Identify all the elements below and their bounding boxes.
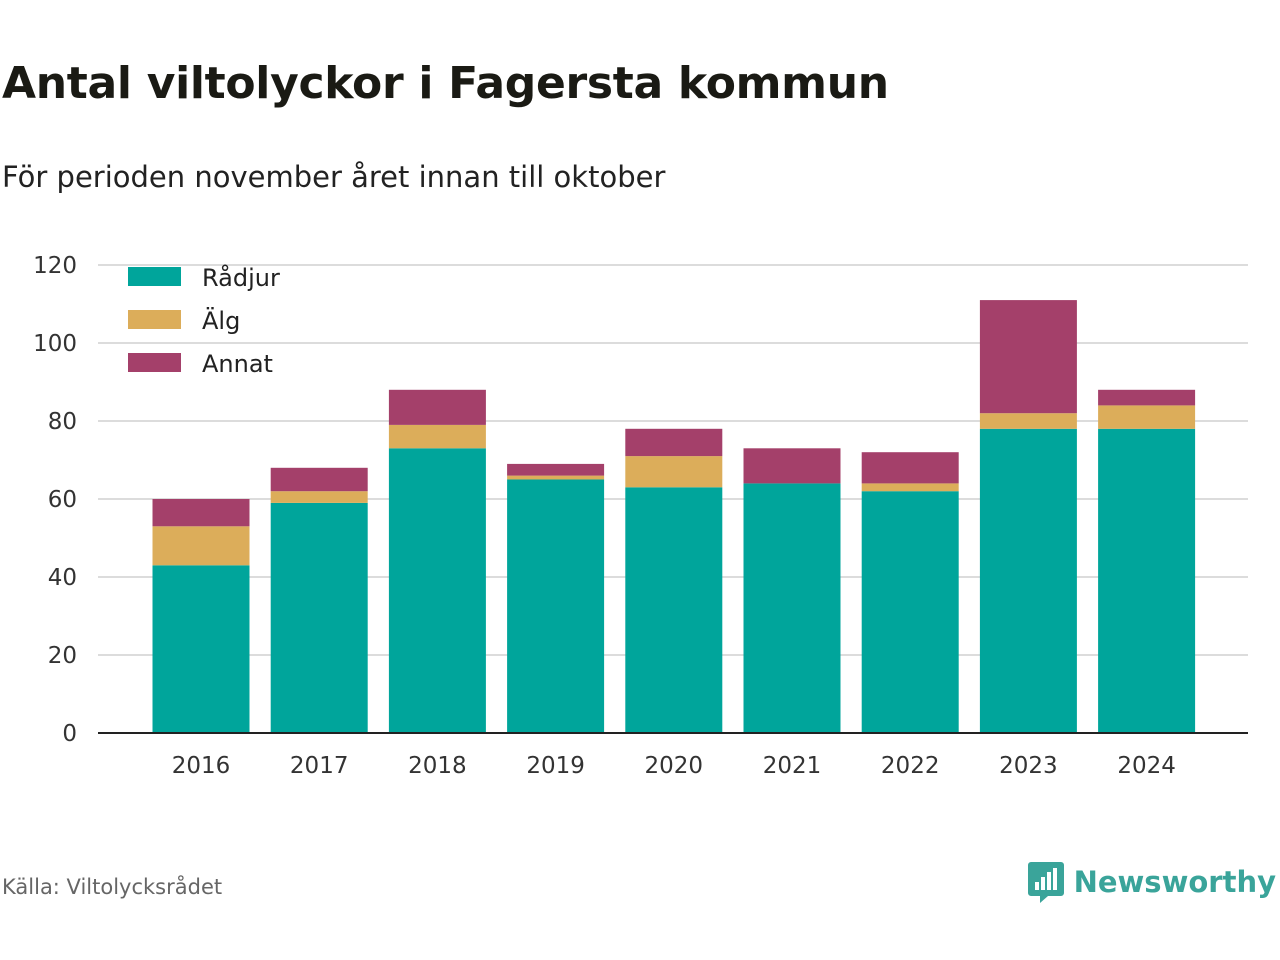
bar-segment-rådjur <box>861 491 959 733</box>
bar-segment-älg <box>861 483 959 492</box>
legend-label: Älg <box>202 306 240 335</box>
legend-swatch <box>128 353 181 372</box>
bar-segment-älg <box>388 424 486 449</box>
bar-segment-älg <box>270 491 368 503</box>
bar-segment-rådjur <box>507 479 605 733</box>
x-tick-label: 2024 <box>1117 753 1176 779</box>
bar-segment-älg <box>979 413 1077 429</box>
bar-segment-älg <box>507 475 605 480</box>
bar-segment-rådjur <box>625 487 723 733</box>
y-tick-label: 100 <box>33 331 77 357</box>
brand-name: Newsworthy <box>1073 865 1276 899</box>
bar-segment-annat <box>979 300 1077 414</box>
bar-segment-annat <box>743 448 841 484</box>
x-tick-label: 2017 <box>290 753 349 779</box>
x-tick-label: 2019 <box>526 753 585 779</box>
bar-segment-annat <box>861 452 959 484</box>
x-tick-label: 2018 <box>408 753 467 779</box>
y-tick-label: 40 <box>48 565 77 591</box>
bar-segment-annat <box>625 428 723 457</box>
x-tick-label: 2021 <box>763 753 822 779</box>
legend-swatch <box>128 267 181 286</box>
brand-logo: Newsworthy <box>1027 860 1276 904</box>
bar-segment-annat <box>270 467 368 492</box>
bar-segment-älg <box>625 456 723 488</box>
x-tick-label: 2016 <box>172 753 231 779</box>
bar-segment-älg <box>1098 405 1196 429</box>
legend-label: Annat <box>202 350 273 378</box>
bar-segment-rådjur <box>979 428 1077 733</box>
legend-label: Rådjur <box>202 263 280 292</box>
legend-swatch <box>128 310 181 329</box>
bar-segment-rådjur <box>388 448 486 733</box>
bar-segment-annat <box>1098 389 1196 406</box>
y-tick-label: 0 <box>62 721 77 747</box>
y-tick-label: 80 <box>48 409 77 435</box>
newsworthy-logo-icon <box>1027 862 1064 903</box>
bar-segment-annat <box>388 389 486 425</box>
x-tick-label: 2020 <box>645 753 704 779</box>
bar-segment-annat <box>507 463 605 476</box>
bar-segment-rådjur <box>270 502 368 733</box>
bar-segment-annat <box>152 499 250 527</box>
bar-segment-rådjur <box>743 483 841 733</box>
source-note: Källa: Viltolycksrådet <box>2 875 223 899</box>
x-tick-label: 2022 <box>881 753 940 779</box>
bar-segment-rådjur <box>1098 428 1196 733</box>
y-tick-label: 60 <box>48 487 77 513</box>
chart-subtitle: För perioden november året innan till ok… <box>2 160 666 194</box>
chart-title: Antal viltolyckor i Fagersta kommun <box>2 58 889 109</box>
y-tick-label: 120 <box>33 253 77 279</box>
y-tick-label: 20 <box>48 643 77 669</box>
x-tick-label: 2023 <box>999 753 1058 779</box>
bar-segment-älg <box>152 526 250 566</box>
bar-segment-rådjur <box>152 565 250 733</box>
stacked-bar-chart: 0 20 40 60 80 100 120 2016 2017 2018 2019 2020 2021 2… <box>33 253 1248 779</box>
